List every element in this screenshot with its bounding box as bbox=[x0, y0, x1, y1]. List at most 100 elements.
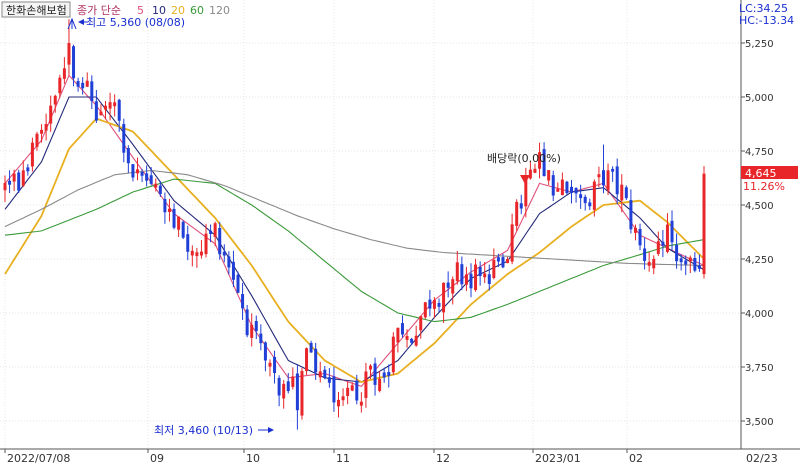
dividend-annotation: 배당락(0.00%) bbox=[487, 152, 561, 165]
candle-up bbox=[423, 302, 427, 318]
candle-up bbox=[337, 399, 341, 407]
hc-readout: HC:-13.34 bbox=[739, 14, 794, 27]
legend-ma20: 20 bbox=[171, 4, 185, 17]
candle-up bbox=[3, 183, 7, 191]
x-tick-label: 12 bbox=[436, 452, 450, 465]
candle-down bbox=[145, 173, 149, 181]
candle-up bbox=[506, 259, 510, 264]
candle-down bbox=[661, 241, 665, 246]
candle-down bbox=[241, 294, 245, 309]
current-price: 4,645 bbox=[745, 167, 777, 180]
candle-up bbox=[492, 259, 496, 278]
candle-up bbox=[528, 169, 532, 179]
x-tick-label: 10 bbox=[246, 452, 260, 465]
candle-up bbox=[195, 252, 199, 257]
candle-down bbox=[437, 302, 441, 307]
ma-line-120 bbox=[4, 169, 705, 267]
candle-down bbox=[273, 356, 277, 374]
candle-up bbox=[368, 365, 372, 370]
candle-down bbox=[76, 81, 80, 87]
candle-up bbox=[665, 224, 669, 252]
candle-up bbox=[318, 371, 322, 378]
candle-up bbox=[213, 223, 217, 237]
candle-down bbox=[222, 251, 226, 256]
candle-down bbox=[26, 167, 30, 172]
candle-up bbox=[305, 348, 309, 372]
candle-up bbox=[556, 188, 560, 192]
stock-name: 한화손해보험 bbox=[6, 3, 67, 17]
candle-up bbox=[167, 208, 171, 213]
candle-down bbox=[286, 381, 290, 392]
candle-down bbox=[410, 338, 414, 343]
candle-down bbox=[542, 149, 546, 177]
candle-down bbox=[236, 274, 240, 293]
candle-down bbox=[254, 321, 258, 332]
candle-up bbox=[633, 227, 637, 233]
candle-up bbox=[291, 376, 295, 387]
candle-down bbox=[158, 185, 162, 195]
candle-down bbox=[117, 99, 121, 121]
candle-up bbox=[35, 133, 39, 147]
candle-up bbox=[620, 184, 624, 201]
candle-up bbox=[58, 77, 62, 94]
candle-up bbox=[30, 142, 34, 167]
candle-down bbox=[126, 147, 130, 164]
ma-line-5 bbox=[4, 74, 705, 388]
candle-up bbox=[40, 129, 44, 134]
x-tick-label: 11 bbox=[336, 452, 350, 465]
y-axis-ticks: 3,500 3,750 4,000 4,250 4,500 4,750 5,000 5,250 bbox=[741, 39, 774, 428]
y-tick-label: 5,250 bbox=[745, 39, 774, 50]
current-price-box bbox=[741, 166, 798, 179]
legend-ma60: 60 bbox=[190, 4, 204, 17]
candle-down bbox=[355, 380, 359, 401]
candle-down bbox=[565, 181, 569, 194]
candle-down bbox=[615, 166, 619, 195]
candle-down bbox=[629, 200, 633, 230]
candle-up bbox=[190, 250, 194, 256]
candle-up bbox=[378, 378, 382, 391]
candle-up bbox=[341, 396, 345, 401]
candle-up bbox=[359, 401, 363, 406]
candle-up bbox=[702, 173, 706, 275]
candle-up bbox=[533, 168, 537, 173]
candle-down bbox=[332, 376, 336, 403]
candle-down bbox=[501, 257, 505, 268]
candle-down bbox=[149, 175, 153, 184]
candle-down bbox=[579, 194, 583, 199]
stock-name-box[interactable] bbox=[1, 1, 71, 18]
candle-up bbox=[396, 327, 400, 343]
candle-down bbox=[72, 46, 76, 79]
candle-up bbox=[656, 241, 660, 254]
candle-up bbox=[12, 173, 16, 182]
candle-up bbox=[154, 183, 158, 188]
candle-up bbox=[113, 102, 117, 107]
high-annotation: 최고 5,360 (08/08) bbox=[86, 16, 185, 29]
candle-up bbox=[282, 383, 286, 399]
candle-down bbox=[670, 220, 674, 243]
candle-down bbox=[382, 372, 386, 378]
candle-up bbox=[442, 282, 446, 313]
candle-up bbox=[99, 111, 103, 116]
candle-up bbox=[85, 80, 89, 87]
candle-down bbox=[140, 171, 144, 176]
candle-down bbox=[17, 172, 21, 191]
candle-up bbox=[199, 251, 203, 256]
ma-line-20 bbox=[4, 117, 705, 384]
x-tick-label: 02 bbox=[629, 452, 643, 465]
candle-up bbox=[177, 216, 181, 230]
candle-up bbox=[524, 176, 528, 207]
y-tick-label: 4,500 bbox=[745, 201, 774, 212]
candle-down bbox=[227, 256, 231, 268]
candle-up bbox=[204, 233, 208, 255]
candle-down bbox=[277, 377, 281, 396]
candle-down bbox=[675, 244, 679, 262]
candle-down bbox=[231, 261, 235, 280]
candle-down bbox=[624, 187, 628, 199]
candle-down bbox=[697, 265, 701, 269]
candle-down bbox=[487, 274, 491, 284]
dividend-marker-icon bbox=[520, 175, 530, 184]
candle-down bbox=[611, 168, 615, 172]
candle-up bbox=[592, 181, 596, 210]
candle-down bbox=[163, 198, 167, 213]
